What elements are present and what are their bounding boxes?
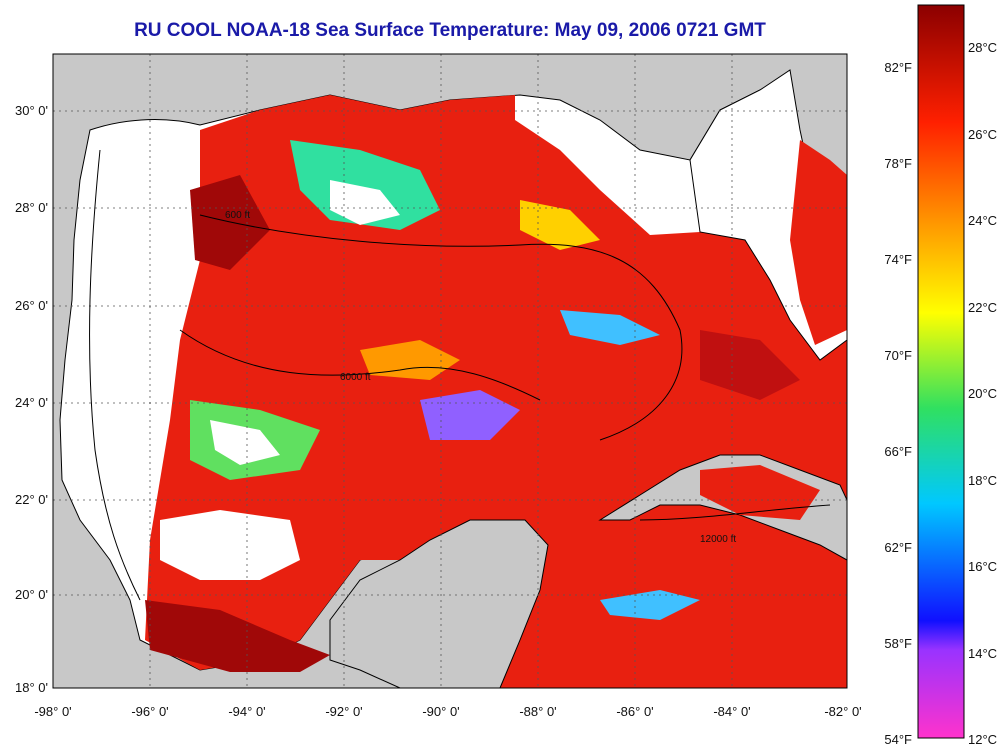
lon-tick: -92° 0' [325, 704, 362, 719]
c-label: 16°C [968, 559, 997, 574]
sst-cool-patch-8 [600, 590, 700, 620]
c-label: 14°C [968, 646, 997, 661]
sst-cool-patch-1 [290, 140, 440, 230]
lon-tick: -82° 0' [824, 704, 861, 719]
bathymetry-contours [89, 149, 831, 601]
c-label: 26°C [968, 127, 997, 142]
sst-hot-patch-west [190, 175, 270, 270]
map-title: RU COOL NOAA-18 Sea Surface Temperature:… [134, 20, 766, 41]
lat-tick: 28° 0' [15, 200, 48, 215]
lon-tick: -88° 0' [519, 704, 556, 719]
f-label: 54°F [884, 732, 912, 747]
lon-axis: -98° 0' -96° 0' -94° 0' -92° 0' -90° 0' … [34, 704, 861, 719]
lon-tick: -98° 0' [34, 704, 71, 719]
c-label: 18°C [968, 473, 997, 488]
florida-sst [790, 140, 847, 345]
colorbar [917, 4, 965, 739]
lat-tick: 20° 0' [15, 587, 48, 602]
f-label: 70°F [884, 348, 912, 363]
c-label: 20°C [968, 386, 997, 401]
c-label: 28°C [968, 40, 997, 55]
lat-tick: 26° 0' [15, 298, 48, 313]
sst-cool-patch-5 [420, 390, 520, 440]
lat-tick: 30° 0' [15, 103, 48, 118]
lat-tick: 24° 0' [15, 395, 48, 410]
map-border [52, 53, 848, 689]
f-label: 82°F [884, 60, 912, 75]
lon-tick: -84° 0' [713, 704, 750, 719]
sst-cool-patch-2 [330, 180, 400, 225]
lon-tick: -90° 0' [422, 704, 459, 719]
contour-label-600: 600 ft [225, 210, 250, 221]
map-area: 600 ft 6000 ft 12000 ft [53, 54, 847, 688]
colorbar-fahrenheit: 82°F 78°F 74°F 70°F 66°F 62°F 58°F 54°F [884, 60, 912, 747]
c-label: 12°C [968, 732, 997, 747]
c-label: 22°C [968, 300, 997, 315]
cuba-sst [700, 465, 820, 520]
sst-cool-patch-3 [520, 200, 600, 250]
sst-warm-field [145, 95, 847, 688]
colorbar-celsius: 28°C 26°C 24°C 22°C 20°C 18°C 16°C 14°C … [968, 40, 997, 747]
sst-cool-patch-9 [160, 510, 300, 580]
lon-tick: -94° 0' [228, 704, 265, 719]
c-label: 24°C [968, 213, 997, 228]
lon-tick: -86° 0' [616, 704, 653, 719]
lon-tick: -96° 0' [131, 704, 168, 719]
f-label: 78°F [884, 156, 912, 171]
sst-hot-patch-south [145, 600, 330, 672]
sst-cool-patch-7 [210, 420, 280, 465]
contour-label-12000: 12000 ft [700, 534, 736, 545]
lat-tick: 22° 0' [15, 492, 48, 507]
f-label: 66°F [884, 444, 912, 459]
f-label: 74°F [884, 252, 912, 267]
contour-label-6000: 6000 ft [340, 372, 371, 383]
lat-axis: 30° 0' 28° 0' 26° 0' 24° 0' 22° 0' 20° 0… [15, 103, 48, 695]
sst-cool-patch-10 [360, 340, 460, 380]
sst-hot-patch-east [700, 330, 800, 400]
lat-tick: 18° 0' [15, 680, 48, 695]
f-label: 58°F [884, 636, 912, 651]
graticule [53, 54, 847, 688]
f-label: 62°F [884, 540, 912, 555]
yucatan-land [329, 519, 549, 688]
